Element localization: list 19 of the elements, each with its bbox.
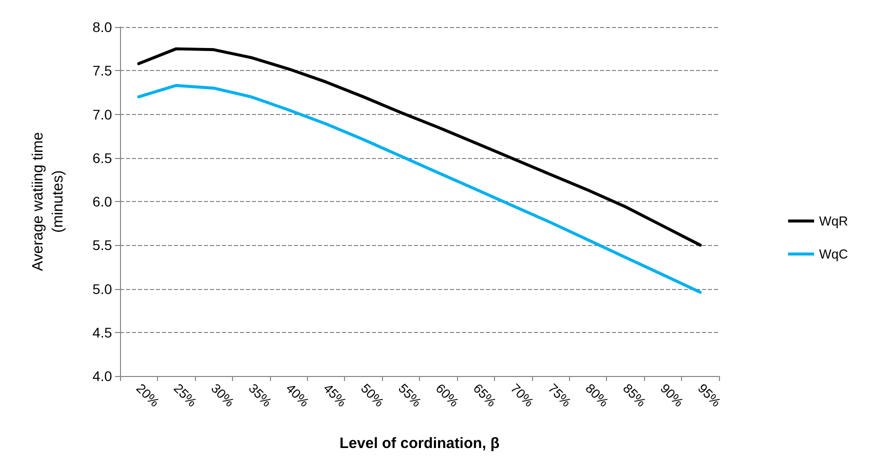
- legend-label: WqR: [819, 214, 848, 228]
- x-tick-label: 60%: [432, 380, 462, 410]
- y-tick-label: 5.5: [92, 237, 112, 254]
- y-tick-label: 8.0: [92, 19, 112, 35]
- x-tick-label: 45%: [320, 380, 350, 410]
- y-tick-label: 5.0: [92, 280, 112, 297]
- y-tick-label: 4.5: [92, 324, 112, 340]
- line-series: [137, 47, 702, 247]
- y-tick-label: 6.5: [92, 150, 112, 166]
- x-tick-label: 40%: [283, 380, 312, 410]
- y-tick-label: 7.5: [92, 62, 112, 79]
- x-tick-label: 65%: [470, 380, 500, 410]
- legend-label: WqC: [819, 246, 848, 262]
- y-axis-title: Average watiing time (minutes): [30, 132, 66, 271]
- y-tick-label: 7.0: [92, 106, 112, 122]
- y-tick-label: 6.0: [92, 194, 112, 210]
- x-axis-title: Level of cordination, β: [339, 435, 500, 452]
- y-tick-label: 4.0: [92, 368, 112, 384]
- line-series: [137, 84, 702, 294]
